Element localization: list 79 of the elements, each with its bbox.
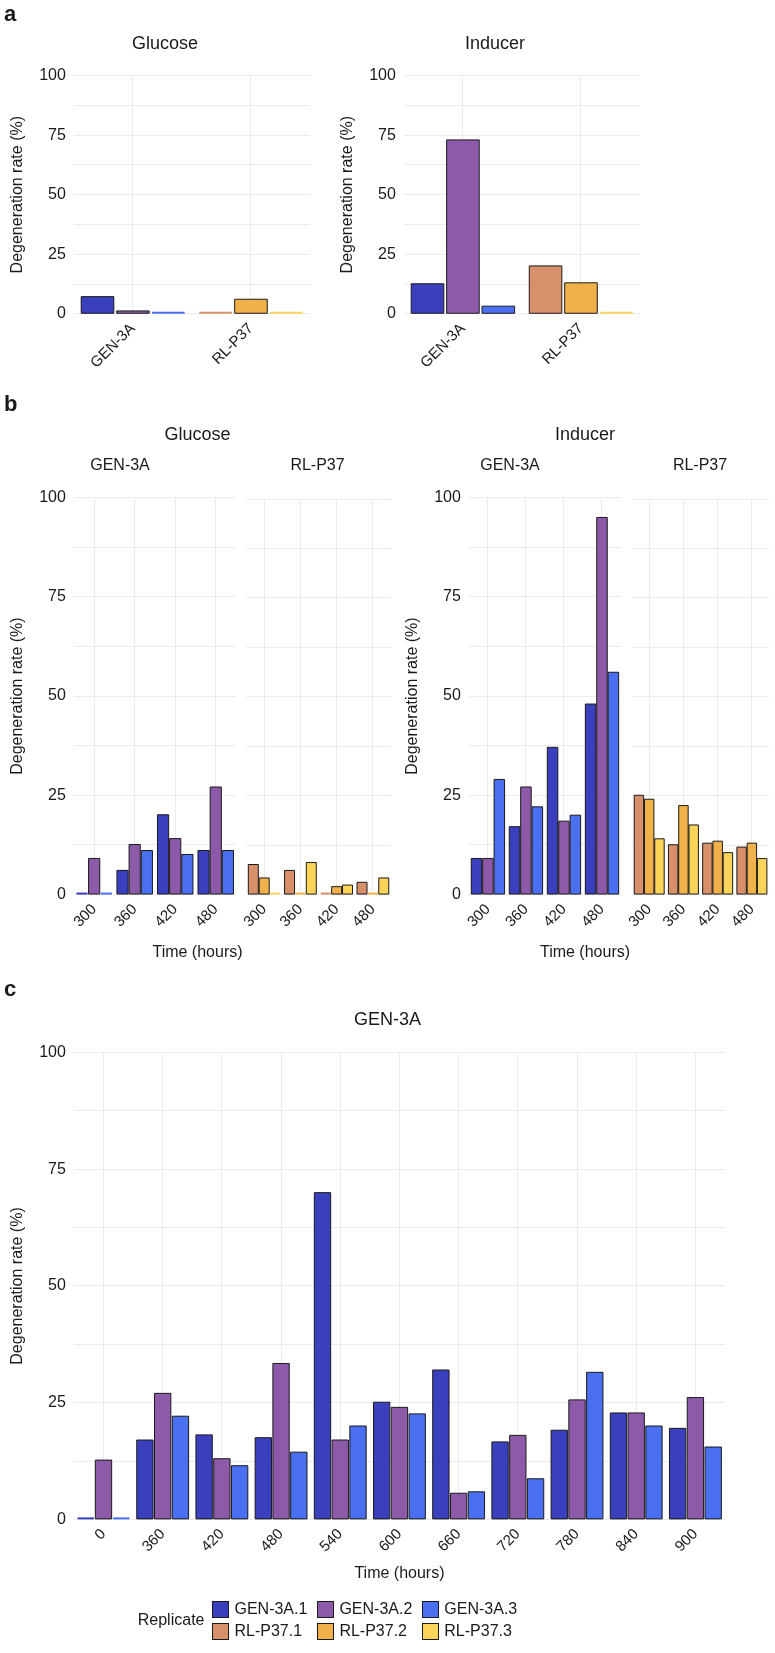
x-tick-label: 300 [463,899,493,930]
y-axis-title: Degeneration rate (%) [8,1207,26,1365]
legend-label: GEN-3A.2 [339,1600,413,1618]
y-tick-label: 100 [39,66,66,84]
y-tick-label: 50 [48,185,66,203]
chart-title: Glucose [163,423,232,446]
x-tick-label: 420 [539,899,570,930]
y-tick-label: 100 [39,488,66,506]
x-axis-title: Time (hours) [538,942,632,962]
y-tick-label: 0 [56,884,66,902]
legend-label: RL-P37.2 [339,1622,407,1640]
x-tick-label: 540 [315,1524,346,1555]
y-axis-title: Degeneration rate (%) [338,115,356,274]
x-tick-label: 720 [493,1524,523,1555]
chart-subtitle: RL-P37 [289,455,346,475]
x-tick-label: 600 [374,1524,405,1555]
y-tick-label: 0 [451,884,461,902]
x-tick-label: 480 [191,899,221,930]
y-axis-title: Degeneration rate (%) [403,617,421,775]
y-tick-label: 75 [48,587,66,605]
chart-title: Inducer [553,423,616,446]
x-tick-label: 360 [658,899,689,930]
x-tick-label: 360 [138,1524,168,1555]
y-tick-label: 25 [48,244,66,262]
x-tick-label: 360 [275,899,306,930]
chart-title: Glucose [130,32,199,55]
text: c [3,975,18,1003]
x-tick-label: 780 [552,1524,583,1555]
chart-subtitle: GEN-3A [479,455,541,475]
chart-title: GEN-3A [353,1008,422,1031]
y-tick-label: 75 [48,1159,66,1177]
y-tick-label: 25 [443,785,461,803]
x-tick-label: 900 [670,1524,701,1555]
y-tick-label: 75 [378,125,396,143]
x-axis-title: Time (hours) [354,1563,445,1581]
x-tick-label: 420 [692,899,723,930]
y-axis-title: Degeneration rate (%) [8,617,26,775]
y-tick-label: 100 [39,1043,66,1061]
x-tick-label: 420 [150,899,181,930]
chart-subtitle: GEN-3A [89,455,151,475]
x-tick-label: 480 [348,899,378,930]
y-tick-label: 75 [443,587,461,605]
x-tick-label: 300 [624,899,655,930]
x-axis-title: Time (hours) [151,942,244,962]
y-tick-label: 50 [48,686,66,704]
x-tick-label: 480 [256,1524,287,1555]
legend-label: RL-P37.3 [444,1622,512,1640]
text: b [3,390,19,418]
x-tick-label: 360 [501,899,531,930]
y-tick-label: 50 [48,1276,66,1294]
legend-label: GEN-3A.3 [444,1600,518,1618]
y-tick-label: 100 [434,488,461,506]
y-tick-label: 0 [56,304,66,322]
y-tick-label: 100 [369,66,396,84]
y-tick-label: 0 [56,1509,66,1527]
x-tick-label: 420 [197,1524,227,1555]
y-tick-label: 0 [386,304,396,322]
x-tick-label: 300 [239,899,270,930]
x-tick-label: 0 [90,1524,109,1543]
legend-label: GEN-3A.1 [234,1600,308,1618]
legend-label: RL-P37.1 [234,1622,303,1640]
x-tick-label: 300 [69,899,100,930]
y-tick-label: 25 [48,1393,66,1411]
x-tick-label: 660 [433,1524,464,1555]
x-tick-label: 840 [611,1524,642,1555]
y-tick-label: 50 [443,686,461,704]
x-tick-label: 420 [311,899,342,930]
x-tick-label: 480 [577,899,608,930]
legend-title: Replicate [137,1611,205,1629]
y-tick-label: 50 [378,185,396,203]
x-tick-label: 480 [727,899,757,930]
text: a [3,0,18,28]
y-axis-title: Degeneration rate (%) [8,115,26,274]
y-tick-label: 75 [48,125,66,143]
x-tick-label: 360 [110,899,140,930]
chart-subtitle: RL-P37 [671,455,729,475]
y-tick-label: 25 [378,244,396,262]
y-tick-label: 25 [48,785,66,803]
chart-title: Inducer [463,32,526,55]
